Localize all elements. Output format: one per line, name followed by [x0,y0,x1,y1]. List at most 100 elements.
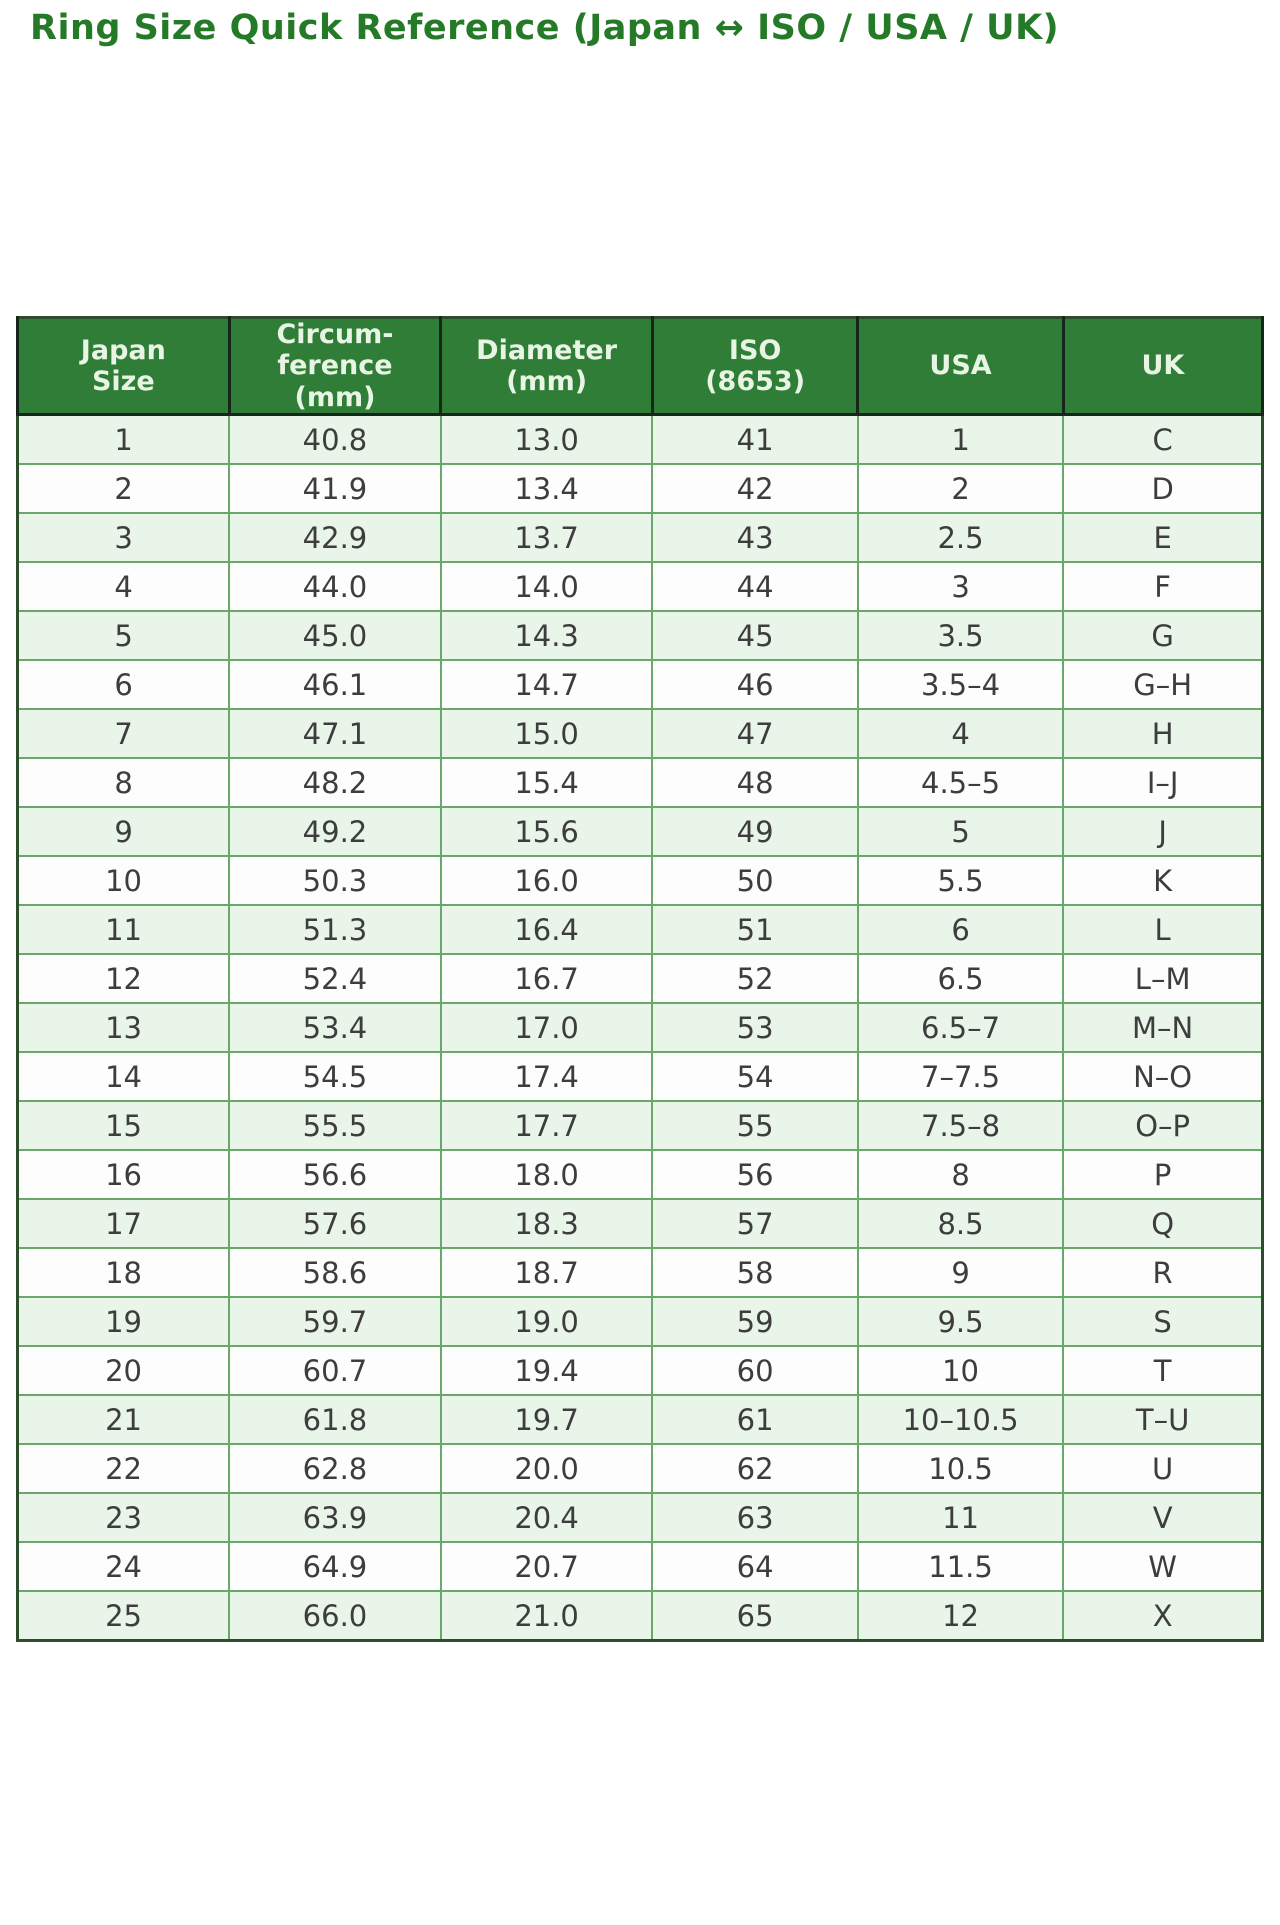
table-cell: 51 [651,904,859,955]
table-cell: Q [1062,1198,1264,1249]
header-cell: Circum- ference (mm) [227,317,443,416]
table-cell: T [1062,1345,1264,1396]
table-cell: R [1062,1247,1264,1298]
table-row: 17 57.6 18.3 57 8.5 Q [16,1198,1264,1249]
table-row: 18 58.6 18.7 58 9 R [16,1247,1264,1298]
table-cell: E [1062,512,1264,563]
table-cell: 15.6 [439,806,654,857]
table-row: 14 54.5 17.4 54 7–7.5 N–O [16,1051,1264,1102]
table-cell: 44 [651,561,859,612]
table-cell: F [1062,561,1264,612]
table-row: 8 48.2 15.4 48 4.5–5 I–J [16,757,1264,808]
table-cell: 14 [16,1051,231,1102]
page-title: Ring Size Quick Reference (Japan ↔ ISO /… [30,8,1060,48]
table-cell: 58.6 [228,1247,442,1298]
table-cell: 42 [651,463,859,514]
table-row: 15 55.5 17.7 55 7.5–8 O–P [16,1100,1264,1151]
table-cell: 52 [651,953,859,1004]
table-cell: 63 [651,1492,859,1543]
table-cell: 7.5–8 [856,1100,1065,1151]
table-row: 22 62.8 20.0 62 10.5 U [16,1443,1264,1494]
table-cell: 19.4 [439,1345,654,1396]
table-cell: 20.7 [439,1541,654,1592]
table-cell: 66.0 [228,1590,442,1642]
table-cell: 3.5–4 [856,659,1065,710]
table-cell: V [1062,1492,1264,1543]
table-cell: 16.7 [439,953,654,1004]
table-row: 25 66.0 21.0 65 12 X [16,1590,1264,1642]
table-cell: 52.4 [228,953,442,1004]
table-cell: 4.5–5 [856,757,1065,808]
table-cell: 44.0 [228,561,442,612]
table-cell: 13.4 [439,463,654,514]
table-cell: 6 [16,659,231,710]
table-cell: 1 [16,413,231,465]
table-cell: 64.9 [228,1541,442,1592]
table-cell: 46.1 [228,659,442,710]
table-row: 6 46.1 14.7 46 3.5–4 G–H [16,659,1264,710]
table-cell: 18 [16,1247,231,1298]
table-cell: 17.4 [439,1051,654,1102]
table-cell: 59.7 [228,1296,442,1347]
table-row: 9 49.2 15.6 49 5 J [16,806,1264,857]
table-cell: 62 [651,1443,859,1494]
table-cell: 8.5 [856,1198,1065,1249]
header-row: Japan Size Circum- ference (mm) Diameter (… [16,317,1265,416]
table-cell: 23 [16,1492,231,1543]
table-cell: 2.5 [856,512,1065,563]
table-cell: H [1062,708,1264,759]
table-cell: 41.9 [228,463,442,514]
table-cell: 19.7 [439,1394,654,1445]
table-cell: 3.5 [856,610,1065,661]
table-cell: 58 [651,1247,859,1298]
table-cell: 48 [651,757,859,808]
table-cell: 2 [856,463,1065,514]
table-cell: 16.0 [439,855,654,906]
table-cell: 15 [16,1100,231,1151]
table-cell: 10 [856,1345,1065,1396]
table-cell: 12 [856,1590,1065,1642]
table-cell: W [1062,1541,1264,1592]
table-cell: 13.7 [439,512,654,563]
table-cell: 20.0 [439,1443,654,1494]
table-cell: 45.0 [228,610,442,661]
table-cell: 10–10.5 [856,1394,1065,1445]
table-cell: 57.6 [228,1198,442,1249]
table-cell: 41 [651,413,859,465]
table-cell: 2 [16,463,231,514]
table-cell: 61 [651,1394,859,1445]
table-cell: 3 [16,512,231,563]
table-cell: C [1062,413,1264,465]
table-row: 12 52.4 16.7 52 6.5 L–M [16,953,1264,1004]
table-row: 1 40.8 13.0 41 1 C [16,413,1264,465]
table-cell: 4 [856,708,1065,759]
table-cell: 49.2 [228,806,442,857]
table-cell: 9 [856,1247,1065,1298]
table-cell: 25 [16,1590,231,1642]
table-cell: 10.5 [856,1443,1065,1494]
table-row: 11 51.3 16.4 51 6 L [16,904,1264,955]
table-cell: 6.5 [856,953,1065,1004]
table-body: 1 40.8 13.0 41 1 C 2 41.9 13.4 42 2 D 3 42.9 13.7 43 2.5… [16,413,1264,1642]
table-cell: 50 [651,855,859,906]
table-cell: 22 [16,1443,231,1494]
table-row: 19 59.7 19.0 59 9.5 S [16,1296,1264,1347]
table-cell: 60.7 [228,1345,442,1396]
table-cell: 14.3 [439,610,654,661]
table-cell: 13.0 [439,413,654,465]
table-cell: 5 [856,806,1065,857]
header-cell: UK [1061,317,1265,416]
table-cell: 18.3 [439,1198,654,1249]
table-cell: 8 [856,1149,1065,1200]
table-row: 21 61.8 19.7 61 10–10.5 T–U [16,1394,1264,1445]
table-cell: 49 [651,806,859,857]
table-cell: 57 [651,1198,859,1249]
table-cell: 20 [16,1345,231,1396]
table-cell: 20.4 [439,1492,654,1543]
table-cell: 47 [651,708,859,759]
table-cell: G–H [1062,659,1264,710]
table-cell: 65 [651,1590,859,1642]
table-cell: 9.5 [856,1296,1065,1347]
table-row: 7 47.1 15.0 47 4 H [16,708,1264,759]
table-cell: 62.8 [228,1443,442,1494]
